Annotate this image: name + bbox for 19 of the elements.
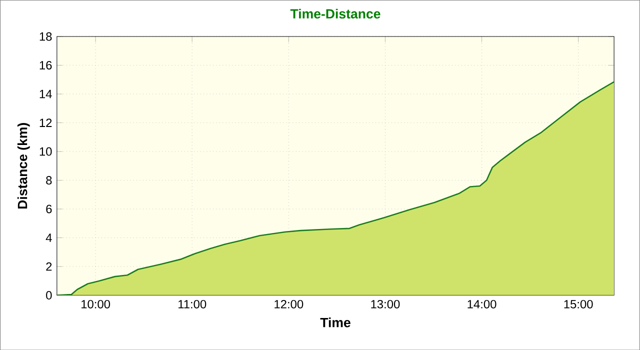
chart-title: Time-Distance (290, 8, 380, 18)
x-tick-label: 11:00 (178, 300, 206, 308)
y-tick-label: 14 (40, 90, 52, 98)
y-axis-title: Distance (km) (17, 122, 30, 208)
y-tick-label: 18 (40, 32, 52, 41)
y-tick-label: 12 (40, 118, 52, 127)
x-tick-label: 14:00 (468, 300, 496, 308)
x-tick-label: 13:00 (371, 300, 400, 308)
y-tick-label: 4 (46, 234, 52, 242)
x-axis-title: Time (320, 317, 350, 328)
x-tick-label: 15:00 (564, 300, 593, 308)
y-tick-label: 6 (46, 204, 52, 214)
x-tick-label: 10:00 (82, 300, 110, 308)
y-tick-label: 8 (46, 176, 52, 184)
y-tick-label: 0 (46, 290, 52, 300)
y-tick-label: 16 (40, 60, 52, 70)
y-tick-label: 2 (46, 262, 52, 271)
y-tick-label: 10 (40, 147, 52, 156)
x-tick-label: 12:00 (274, 300, 304, 308)
